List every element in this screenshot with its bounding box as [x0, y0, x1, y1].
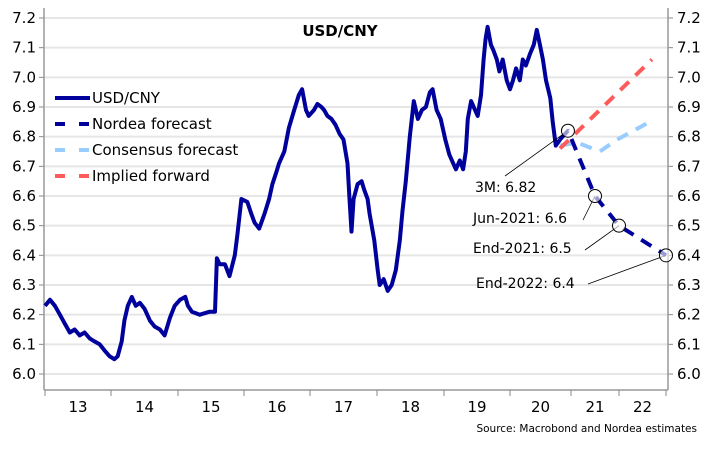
y-tick-label-right: 7.0 — [677, 68, 701, 86]
legend-label: USD/CNY — [92, 89, 161, 107]
y-tick-label-right: 6.7 — [677, 157, 701, 175]
forecast-point-marker — [612, 218, 626, 233]
x-tick-label: 19 — [467, 398, 486, 416]
y-tick-label-right: 6.1 — [677, 335, 701, 353]
y-tick-label-right: 7.1 — [677, 39, 701, 57]
x-tick-label: 14 — [135, 398, 154, 416]
implied-forward-line — [558, 58, 654, 150]
y-tick-label-right: 6.3 — [677, 276, 701, 294]
x-tick-label: 16 — [267, 398, 286, 416]
y-tick-label-left: 6.8 — [12, 128, 36, 146]
annotation-label: 3M: 6.82 — [475, 180, 536, 196]
annotation-leader — [504, 130, 569, 177]
forecast-point-marker — [560, 123, 575, 138]
y-tick-label-left: 6.5 — [12, 217, 36, 235]
x-tick-label: 17 — [334, 398, 353, 416]
y-tick-label-left: 6.4 — [12, 246, 36, 264]
annotation-label: End-2022: 6.4 — [476, 276, 575, 292]
y-tick-label-right: 7.2 — [677, 9, 701, 27]
y-tick-label-left: 6.0 — [12, 365, 36, 383]
legend-label: Nordea forecast — [92, 115, 212, 133]
y-tick-label-right: 6.4 — [677, 246, 701, 264]
y-tick-label-left: 6.2 — [12, 306, 36, 324]
legend-item: Consensus forecast — [55, 141, 238, 159]
usd-cny-line — [43, 24, 562, 362]
y-tick-label-right: 6.2 — [677, 306, 701, 324]
annotation-leader — [587, 254, 667, 285]
nordea-forecast-line — [558, 128, 668, 257]
y-axis-left: 6.0 6.1 6.2 6.3 6.4 6.5 6.6 6.7 6.8 6.9 7.0 7.1 7.2 — [12, 8, 45, 390]
y-tick-label-left: 6.3 — [12, 276, 36, 294]
forecast-point-marker — [659, 248, 673, 263]
y-axis-right: 6.0 6.1 6.2 6.3 6.4 6.5 6.6 6.7 6.8 6.9 7.0 7.1 7.2 — [667, 8, 701, 390]
y-tick-label-right: 6.0 — [677, 365, 701, 383]
source-note: Source: Macrobond and Nordea estimates — [476, 423, 697, 435]
legend-label: Consensus forecast — [92, 141, 238, 159]
y-tick-label-left: 7.1 — [12, 39, 36, 57]
annotations: 3M: 6.82 Jun-2021: 6.6 End-2021: 6.5 End-20… — [472, 123, 673, 292]
chart-title: USD/CNY — [302, 22, 378, 40]
legend-item: Implied forward — [55, 167, 210, 185]
y-tick-label-left: 7.2 — [12, 9, 36, 27]
x-tick-label: 22 — [633, 398, 652, 416]
legend-item: USD/CNY — [55, 89, 161, 107]
x-tick-label: 18 — [401, 398, 420, 416]
y-tick-label-left: 6.9 — [12, 98, 36, 116]
y-tick-label-left: 6.7 — [12, 157, 36, 175]
y-tick-label-left: 7.0 — [12, 68, 36, 86]
x-tick-label: 20 — [531, 398, 550, 416]
annotation-label: Jun-2021: 6.6 — [472, 211, 567, 227]
legend: USD/CNY Nordea forecast Consensus forecast… — [55, 89, 238, 185]
annotation-label: End-2021: 6.5 — [473, 241, 572, 257]
x-tick-label: 13 — [68, 398, 87, 416]
forecast-point-marker — [588, 189, 602, 203]
y-tick-label-left: 6.6 — [12, 187, 36, 205]
y-tick-label-right: 6.9 — [677, 98, 701, 116]
legend-item: Nordea forecast — [55, 115, 212, 133]
y-tick-label-left: 6.1 — [12, 335, 36, 353]
x-tick-label: 15 — [201, 398, 220, 416]
y-tick-label-right: 6.6 — [677, 187, 701, 205]
x-tick-label: 21 — [585, 398, 604, 416]
legend-label: Implied forward — [92, 167, 210, 185]
y-tick-label-right: 6.5 — [677, 217, 701, 235]
x-axis: 13 14 15 16 17 18 19 20 21 22 — [44, 389, 668, 416]
y-tick-label-right: 6.8 — [677, 128, 701, 146]
